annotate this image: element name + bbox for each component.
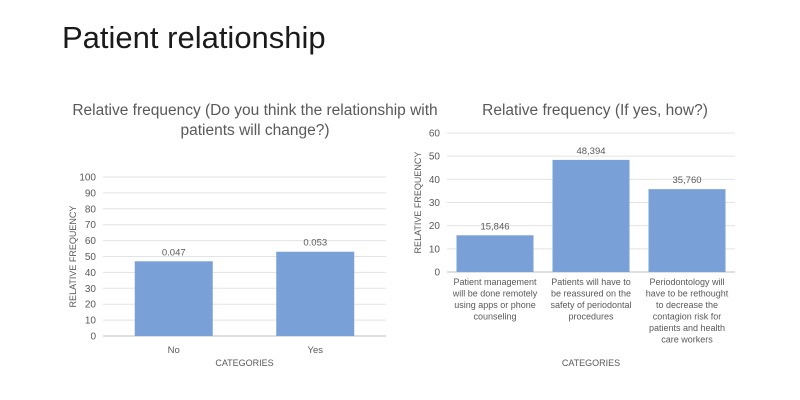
x-tick-label: will be done remotely xyxy=(452,289,538,299)
y-tick-label: 100 xyxy=(79,173,96,184)
x-tick-label: Yes xyxy=(308,345,324,356)
x-tick-label: patients and health xyxy=(649,323,725,333)
x-tick-label: have to be rethought xyxy=(646,289,729,299)
bar xyxy=(276,251,355,336)
x-axis-title: CATEGORIES xyxy=(562,358,620,368)
y-tick-label: 90 xyxy=(85,188,97,199)
x-tick-label: be reassured on the xyxy=(551,289,631,299)
y-tick-label: 50 xyxy=(85,252,97,263)
bar xyxy=(134,261,213,336)
y-tick-label: 40 xyxy=(429,175,441,186)
bar xyxy=(648,189,726,272)
y-tick-label: 30 xyxy=(85,284,97,295)
y-tick-label: 20 xyxy=(85,300,97,311)
x-tick-label: procedures xyxy=(568,312,614,322)
chart-title-right: Relative frequency (If yes, how?) xyxy=(482,102,708,119)
data-label: 35,760 xyxy=(672,175,701,186)
y-axis-title: RELATIVE FREQUENCY xyxy=(413,152,423,254)
y-tick-label: 60 xyxy=(429,129,441,140)
y-tick-label: 0 xyxy=(434,268,440,279)
x-tick-label: using apps or phone xyxy=(454,300,536,310)
x-tick-label: Patients will have to xyxy=(551,277,631,287)
y-axis-title: RELATIVE FREQUENCY xyxy=(68,206,78,308)
data-label: 48,394 xyxy=(576,146,605,157)
y-tick-label: 50 xyxy=(429,152,441,163)
x-tick-label: counseling xyxy=(473,312,516,322)
x-tick-label: safety of periodontal xyxy=(550,300,631,310)
x-tick-label: Patient management xyxy=(453,277,537,287)
x-tick-label: care workers xyxy=(661,335,713,345)
bar xyxy=(552,159,630,272)
chart-title-left: Relative frequency (Do you think the rel… xyxy=(72,102,438,139)
x-tick-label: Periodontology will xyxy=(649,277,724,287)
y-tick-label: 10 xyxy=(429,244,441,255)
y-tick-label: 0 xyxy=(90,332,96,343)
x-tick-label: contagion risk for xyxy=(653,312,722,322)
y-tick-label: 70 xyxy=(85,220,97,231)
x-tick-label: No xyxy=(168,345,180,356)
data-label: 0.047 xyxy=(162,247,186,258)
y-tick-label: 60 xyxy=(85,236,97,247)
y-tick-label: 80 xyxy=(85,204,97,215)
data-label: 15,846 xyxy=(480,221,509,232)
x-axis-title: CATEGORIES xyxy=(215,358,273,368)
y-tick-label: 10 xyxy=(85,316,97,327)
bar xyxy=(456,235,534,272)
y-tick-label: 20 xyxy=(429,221,441,232)
y-tick-label: 30 xyxy=(429,198,441,209)
data-label: 0.053 xyxy=(303,238,327,249)
slide-title: Patient relationship xyxy=(62,20,326,55)
y-tick-label: 40 xyxy=(85,268,97,279)
x-tick-label: to decrease the xyxy=(656,300,718,310)
